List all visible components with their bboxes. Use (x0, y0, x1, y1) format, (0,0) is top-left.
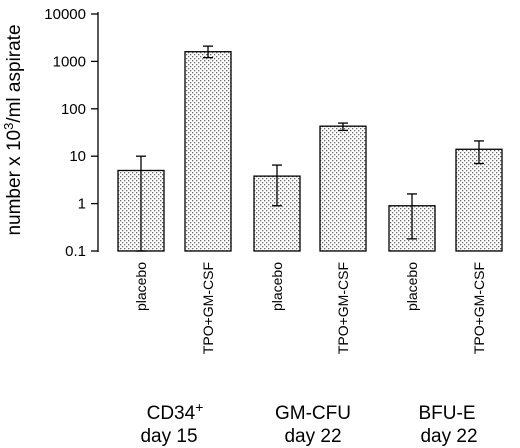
y-tick-label: 100 (61, 101, 86, 118)
svg-text:day 22: day 22 (420, 426, 477, 447)
category-label: placebo (404, 262, 420, 311)
y-tick-label: 10000 (44, 6, 86, 23)
bar (319, 125, 367, 252)
category-label: placebo (133, 262, 149, 311)
category-label: TPO+GM-CSF (471, 262, 487, 354)
category-label: TPO+GM-CSF (200, 262, 216, 354)
category-label: placebo (269, 262, 285, 311)
y-tick-label: 1 (78, 196, 86, 213)
y-axis-label: number x 103/ml aspirate (1, 24, 25, 235)
group-label-gm-cfu: GM-CFU day 22 (275, 403, 351, 447)
group-label-bfu-e: BFU-E day 22 (419, 403, 478, 447)
svg-text:BFU-E: BFU-E (419, 403, 476, 424)
category-labels: placebo TPO+GM-CSF placebo TPO+GM-CSF placeb… (133, 262, 487, 354)
bar (184, 51, 232, 252)
error-bars (136, 45, 484, 252)
bar (455, 148, 503, 252)
svg-text:CD34+: CD34+ (147, 399, 204, 424)
y-tick-label: 1000 (53, 53, 86, 70)
svg-text:day 15: day 15 (140, 426, 197, 447)
y-tick-label: 10 (69, 148, 86, 165)
svg-text:day 22: day 22 (284, 426, 341, 447)
category-label: TPO+GM-CSF (335, 262, 351, 354)
svg-text:GM-CFU: GM-CFU (275, 403, 351, 424)
bars (117, 51, 503, 252)
group-label-cd34: CD34+ day 15 (140, 399, 203, 447)
y-tick-label: 0.1 (65, 243, 86, 260)
y-axis-ticks: 0.1 1 10 100 1000 10000 (44, 6, 98, 260)
